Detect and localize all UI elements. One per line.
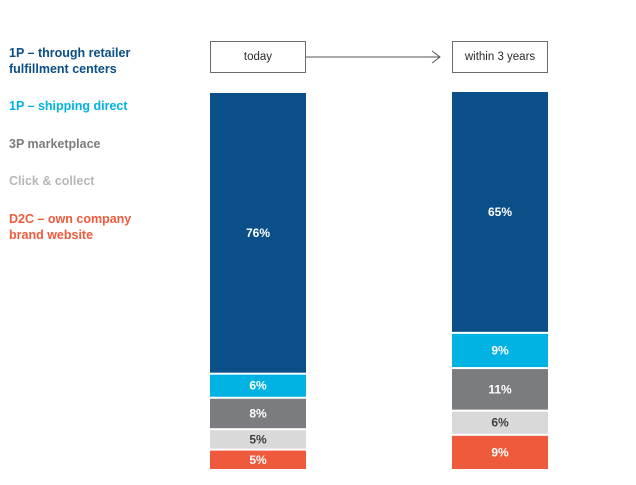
legend-item-3p-marketplace: 3P marketplace [9,137,101,151]
bar-segment-0-3 [210,430,306,449]
bar-segment-1-4 [452,435,548,469]
bar-segment-1-1 [452,333,548,368]
legend-item-click-collect: Click & collect [9,174,95,188]
bar-segment-1-2 [452,369,548,410]
legend-item-d2c: D2C – own company brand website [9,212,132,242]
data-label-0-4: 5% [249,453,267,467]
header-today: today [210,41,306,73]
data-label-1-3: 6% [491,416,509,430]
timeline-arrow [306,50,441,64]
bar-segment-0-0 [210,93,306,373]
bar-segment-0-4 [210,450,306,469]
data-label-0-1: 6% [249,379,267,393]
bar-segment-1-3 [452,411,548,434]
data-label-1-1: 9% [491,343,509,357]
bar-segment-0-2 [210,398,306,429]
data-label-1-4: 9% [491,445,509,459]
data-label-0-0: 76% [246,226,270,240]
data-label-1-2: 11% [488,382,512,396]
data-label-0-3: 5% [249,432,267,446]
header-within-3-years: within 3 years [452,41,548,73]
data-label-1-0: 65% [488,205,512,219]
legend-item-1p-shipping: 1P – shipping direct [9,99,128,113]
bar-segment-0-1 [210,374,306,397]
legend-item-1p-fulfillment: 1P – through retailer fulfillment center… [9,46,131,76]
bar-segment-1-0 [452,92,548,332]
data-label-0-2: 8% [249,406,267,420]
